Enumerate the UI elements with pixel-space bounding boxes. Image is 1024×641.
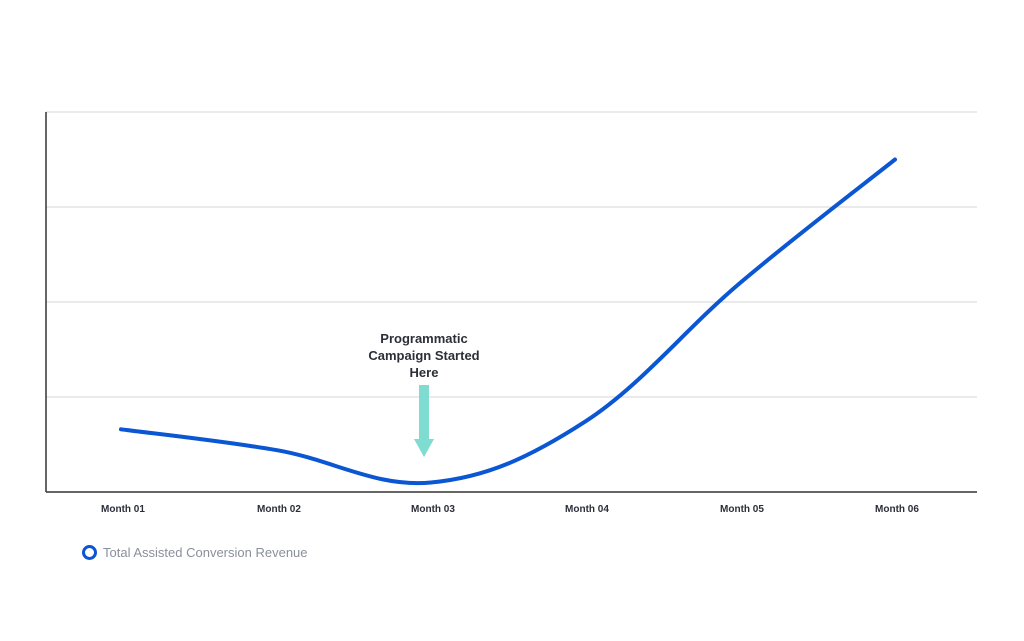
legend-label: Total Assisted Conversion Revenue [103,545,308,560]
annotation-arrow-head [414,439,434,457]
x-tick-label: Month 03 [411,504,455,515]
legend-marker-icon [82,545,97,560]
x-tick-label: Month 06 [875,504,919,515]
svg-text:Programmatic: Programmatic [380,331,467,346]
svg-text:Campaign Started: Campaign Started [368,348,479,363]
svg-text:Here: Here [410,365,439,380]
x-tick-label: Month 02 [257,504,301,515]
series-line-total-assisted-conversion-revenue [119,157,897,486]
legend: Total Assisted Conversion Revenue [82,545,308,560]
x-tick-label: Month 05 [720,504,764,515]
annotation-arrow-shaft [419,385,429,439]
x-tick-label: Month 01 [101,504,145,515]
annotation-line-2: Campaign Started [368,348,479,363]
x-tick-label: Month 04 [565,504,609,515]
annotation-line-1: Programmatic [380,331,467,346]
annotation-line-3: Here [410,365,439,380]
gridlines [46,111,977,398]
x-tick-labels: Month 01 Month 02 Month 03 Month 04 Month 05… [101,504,919,515]
campaign-annotation: Programmatic Campaign Started Here [368,331,480,457]
